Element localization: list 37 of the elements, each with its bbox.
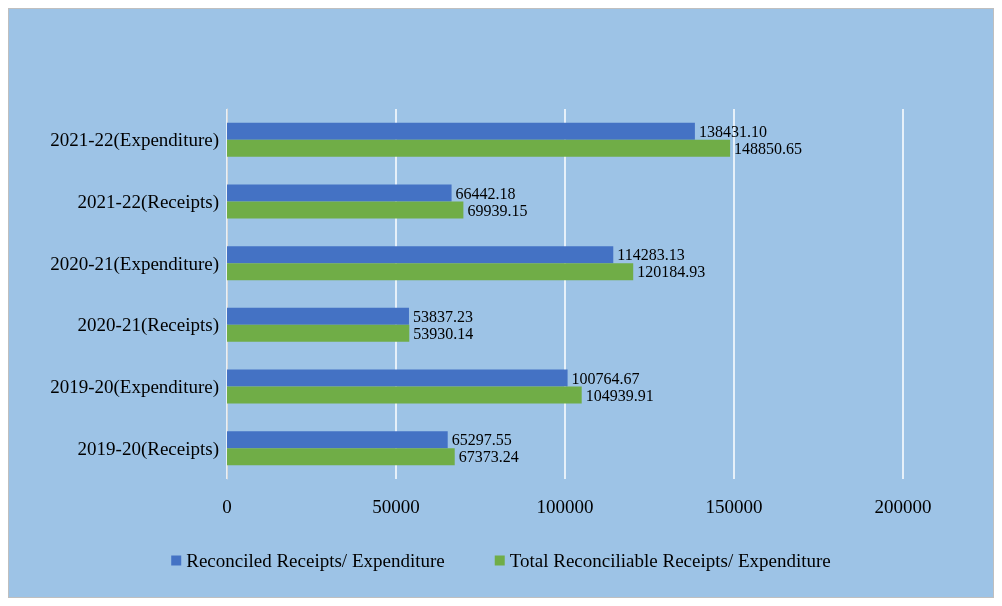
y-tick-label: 2021-22(Expenditure) [50, 129, 219, 152]
data-label: 148850.65 [734, 139, 803, 157]
data-label: 67373.24 [458, 448, 519, 466]
data-label: 104939.91 [585, 386, 654, 404]
bar [227, 369, 568, 387]
y-tick-label: 2021-22(Receipts) [77, 191, 219, 213]
y-tick-label: 2020-21(Receipts) [77, 314, 219, 337]
bar [227, 386, 582, 404]
legend-label: Total Reconciliable Receipts/ Expenditure [509, 550, 831, 571]
x-tick-label: 200000 [874, 496, 932, 517]
legend-label: Reconciled Receipts/ Expenditure [186, 550, 445, 571]
bar [227, 246, 614, 264]
x-tick-label: 100000 [536, 496, 594, 517]
bar [227, 431, 448, 449]
data-label: 138431.10 [698, 122, 767, 140]
data-label: 66442.18 [455, 184, 516, 202]
bar [227, 324, 410, 342]
data-label: 120184.93 [637, 263, 706, 281]
y-tick-label: 2020-21(Expenditure) [50, 252, 219, 275]
x-tick-label: 50000 [372, 496, 420, 517]
data-label: 69939.15 [467, 201, 528, 219]
bar [227, 307, 409, 325]
bar [227, 263, 634, 281]
bar [227, 139, 731, 157]
data-label: 100764.67 [571, 369, 640, 387]
data-label: 53837.23 [412, 307, 473, 325]
x-tick-label: 150000 [705, 496, 763, 517]
x-tick-label: 0 [222, 496, 232, 517]
data-label: 65297.55 [451, 431, 512, 449]
bar [227, 448, 455, 466]
data-label: 114283.13 [617, 246, 685, 264]
bar [227, 122, 695, 140]
y-tick-label: 2019-20(Receipts) [77, 437, 219, 460]
bar [227, 201, 464, 219]
bar [227, 184, 452, 202]
data-label: 53930.14 [413, 324, 474, 342]
y-tick-label: 2019-20(Expenditure) [50, 376, 219, 398]
